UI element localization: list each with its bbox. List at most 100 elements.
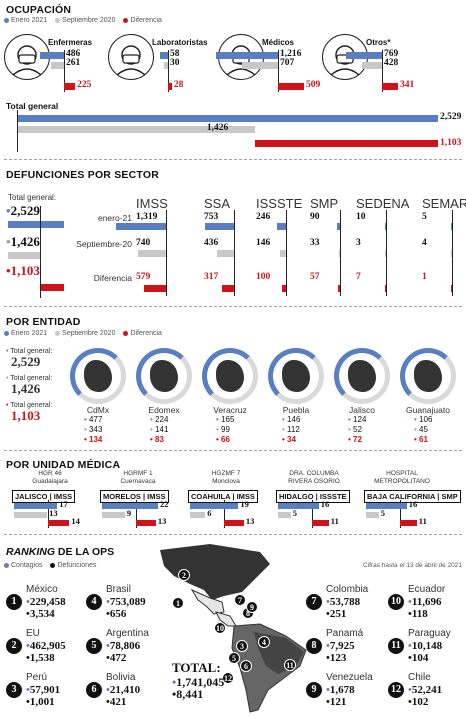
unit-sep-bar [190, 512, 206, 518]
sector-dif-bar [337, 285, 340, 292]
sector-value-dif: 57 [310, 272, 320, 282]
sector-header: SEMAR [422, 196, 466, 211]
unit-value-dif: 11 [330, 516, 339, 526]
unit-dif-bar [48, 520, 70, 526]
unit-dif-bar [312, 520, 329, 526]
sector-value-enero: 1,319 [136, 212, 158, 222]
unit-value-dif: 11 [418, 516, 427, 526]
group-axis [64, 50, 65, 92]
map-badge: 2 [178, 569, 190, 581]
separator [4, 159, 462, 160]
map-badge: 4 [258, 636, 270, 648]
total-value-enero: 2,529 [440, 112, 462, 122]
unit-axis [136, 500, 137, 528]
unit-value-enero: 16 [320, 499, 330, 509]
dif-bar [278, 83, 304, 90]
group-value-dif: 28 [173, 80, 184, 90]
country-contagios: •21,410 [106, 684, 141, 696]
separator [4, 534, 462, 535]
def-total-axis [40, 206, 41, 298]
sector-value-enero: 5 [422, 212, 427, 222]
sector-axis [234, 210, 235, 296]
sector-dif-bar [221, 285, 234, 292]
state-name: Guanajuato [406, 405, 450, 415]
country-defunciones: •472 [106, 652, 127, 664]
state-silhouette-icon [84, 360, 112, 392]
enero-bar [40, 52, 64, 59]
unit-dif-bar [400, 520, 417, 526]
state-name: Veracruz [213, 405, 247, 415]
def-total-sep-bar [8, 252, 40, 259]
ranking-total: TOTAL: •1,741,045 •8,441 [172, 660, 225, 701]
total-value-sep: 1,426 [206, 123, 229, 133]
ocupacion-title: OCUPACIÓN [6, 4, 72, 16]
state-silhouette-icon [414, 360, 442, 392]
group-value-sep: 707 [280, 58, 295, 68]
unit-value-dif: 13 [157, 516, 167, 526]
unidad-title: POR UNIDAD MÉDICA [6, 459, 121, 471]
sector-value-dif: 100 [256, 272, 271, 282]
group-axis [168, 50, 169, 92]
map-badge: 9 [246, 601, 258, 613]
unit-caption: HGRMF 1 Cuernavaca [120, 470, 156, 485]
sector-header: ISSSTE [256, 196, 303, 211]
country-contagios: •11,696 [408, 596, 442, 608]
country-contagios: •57,901 [26, 684, 61, 696]
unit-caption: DRA. COLUMBA RIVERA OSORIO [288, 470, 340, 485]
sector-header: SSA [204, 196, 231, 211]
country-contagios: •753,089 [106, 596, 146, 608]
group-value-enero: 1,216 [280, 49, 302, 59]
group-value-dif: 225 [77, 80, 92, 90]
unit-value-sep: 5 [292, 508, 297, 518]
unit-sep-bar [14, 512, 48, 518]
state-silhouette-icon [348, 360, 376, 392]
country-name: Brasil [106, 584, 132, 595]
country-defunciones: •3,534 [26, 608, 55, 620]
sector-dif-bar [282, 285, 286, 292]
unit-enero-bar [190, 503, 239, 509]
separator [4, 306, 462, 307]
def-row-label-sep: Septiembre-20 [76, 239, 132, 249]
sector-dif-bar [450, 285, 452, 292]
sector-header: SEDENA [356, 196, 410, 211]
ocupacion-legend: Enero 2021 Septiembre 2020 Diferencia [4, 17, 168, 24]
rank-badge: 4 [86, 594, 102, 610]
sep-bar [51, 62, 64, 69]
sector-enero-bar [205, 223, 234, 230]
sector-value-dif: 317 [204, 272, 219, 282]
unit-box: BAJA CALIFORNIA | SMP [364, 490, 461, 503]
unit-axis [312, 500, 313, 528]
rank-badge: 7 [306, 594, 322, 610]
enero-bar [346, 52, 382, 59]
country-defunciones: •251 [326, 608, 347, 620]
state-name: Puebla [282, 405, 310, 415]
legend-diferencia: Diferencia [130, 17, 162, 24]
rank-badge: 12 [388, 682, 404, 698]
map-badge: 5 [228, 652, 240, 664]
country-contagios: •7,925 [326, 640, 355, 652]
sector-value-enero: 10 [356, 212, 366, 222]
sector-sep-bar [137, 250, 166, 257]
country-defunciones: •102 [408, 696, 429, 708]
country-contagios: •1,678 [326, 684, 355, 696]
country-name: Ecuador [408, 584, 446, 595]
group-name: Enfermeras [48, 38, 93, 47]
state-values: • 165 • 99 • 66 [216, 415, 235, 444]
def-total-enero: •2,529 [6, 203, 40, 218]
enero-bar [160, 52, 168, 59]
map-badge: 6 [240, 660, 252, 672]
sep-bar [163, 62, 168, 69]
country-name: Perú [26, 672, 48, 683]
sector-enero-bar [450, 223, 452, 230]
state-silhouette-icon [150, 360, 178, 392]
defunciones-title: DEFUNCIONES POR SECTOR [6, 169, 159, 181]
group-value-enero: 769 [384, 49, 399, 59]
country-name: Venezuela [326, 672, 373, 683]
state-silhouette-icon [282, 360, 310, 392]
sector-sep-bar [384, 250, 386, 257]
unit-axis [48, 500, 49, 528]
total-sep-bar [18, 126, 255, 133]
country-defunciones: •421 [106, 696, 127, 708]
state-values: • 224 • 141 • 83 [150, 415, 169, 444]
sector-value-dif: 579 [136, 272, 151, 282]
